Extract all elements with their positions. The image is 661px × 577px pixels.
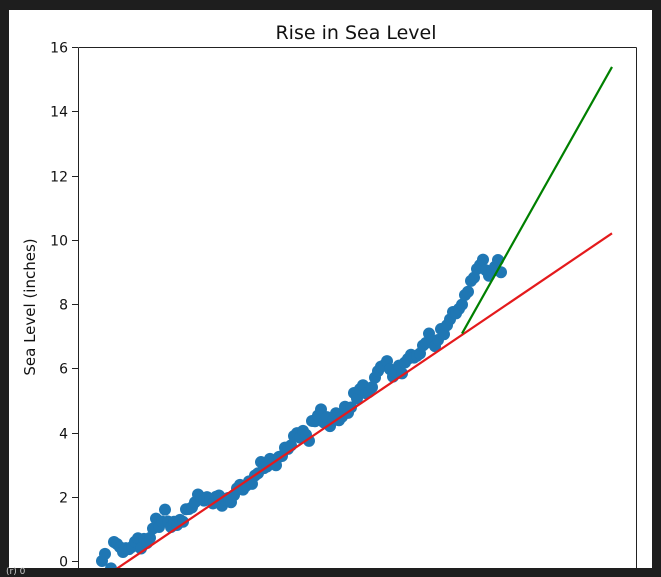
y-tick-label: 10 — [50, 234, 68, 250]
y-axis-label: Sea Level (inches) — [21, 238, 39, 375]
scatter-point — [144, 531, 156, 544]
scatter-point — [345, 401, 357, 414]
chart-title: Rise in Sea Level — [275, 22, 436, 44]
y-tick-label: 8 — [59, 298, 68, 314]
fit-line-full-range — [115, 232, 613, 568]
scatter-point — [351, 392, 363, 405]
y-tick-label: 4 — [59, 427, 68, 443]
scatter-point — [477, 253, 489, 266]
cell-footer-label: (r) 0 — [6, 567, 26, 577]
scatter-point — [303, 434, 315, 447]
y-tick-label: 2 — [59, 491, 68, 507]
scatter-point — [159, 503, 171, 516]
y-tick-label: 12 — [50, 170, 68, 186]
y-tick-label: 14 — [50, 105, 68, 121]
figure-canvas: 0 2 4 6 8 10 12 14 16 Rise in Sea Level Sea Leve… — [9, 10, 652, 568]
y-tick-label: 16 — [50, 41, 68, 57]
scatter-point — [462, 285, 474, 298]
scatter-point — [105, 562, 117, 568]
scatter-point — [456, 298, 468, 311]
scatter-point — [99, 547, 111, 560]
scatter-point — [366, 381, 378, 394]
fit-line-recent — [461, 66, 613, 335]
axes: 0 2 4 6 8 10 12 14 16 — [50, 41, 637, 569]
y-tick-label: 6 — [59, 362, 68, 378]
plot-area — [96, 66, 613, 568]
y-tick-label: 0 — [59, 555, 68, 569]
chart: 0 2 4 6 8 10 12 14 16 Rise in Sea Level Sea Leve… — [21, 22, 637, 569]
